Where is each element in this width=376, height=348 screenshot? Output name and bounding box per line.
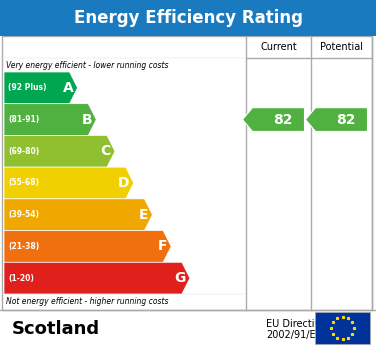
Text: (21-38): (21-38): [8, 242, 39, 251]
Bar: [0, 0, 376, 36]
Text: 82: 82: [336, 112, 355, 127]
Text: (39-54): (39-54): [8, 210, 39, 219]
Text: 82: 82: [273, 112, 292, 127]
Bar: [2, 36, 372, 310]
Polygon shape: [4, 262, 190, 294]
Text: 2002/91/EC: 2002/91/EC: [266, 330, 322, 340]
Text: Current: Current: [260, 42, 297, 52]
Text: G: G: [174, 271, 186, 285]
Text: B: B: [82, 112, 92, 127]
Text: F: F: [158, 239, 167, 253]
Text: C: C: [101, 144, 111, 158]
Polygon shape: [305, 108, 367, 132]
Text: EU Directive: EU Directive: [266, 319, 326, 329]
Polygon shape: [243, 108, 305, 132]
Polygon shape: [4, 167, 134, 199]
Text: Potential: Potential: [320, 42, 363, 52]
Polygon shape: [4, 104, 96, 135]
Polygon shape: [4, 231, 171, 262]
Text: D: D: [118, 176, 130, 190]
Bar: [315, 312, 370, 344]
Polygon shape: [4, 199, 152, 231]
Text: (69-80): (69-80): [8, 147, 39, 156]
Text: Not energy efficient - higher running costs: Not energy efficient - higher running co…: [6, 298, 168, 307]
Text: Very energy efficient - lower running costs: Very energy efficient - lower running co…: [6, 61, 168, 70]
Text: (92 Plus): (92 Plus): [8, 84, 47, 92]
Text: Energy Efficiency Rating: Energy Efficiency Rating: [73, 9, 303, 27]
Text: (1-20): (1-20): [8, 274, 34, 283]
Text: A: A: [63, 81, 74, 95]
Polygon shape: [4, 72, 77, 104]
Text: (55-68): (55-68): [8, 179, 39, 188]
Polygon shape: [4, 135, 115, 167]
Text: E: E: [139, 208, 149, 222]
Text: Scotland: Scotland: [12, 320, 100, 338]
Text: (81-91): (81-91): [8, 115, 39, 124]
